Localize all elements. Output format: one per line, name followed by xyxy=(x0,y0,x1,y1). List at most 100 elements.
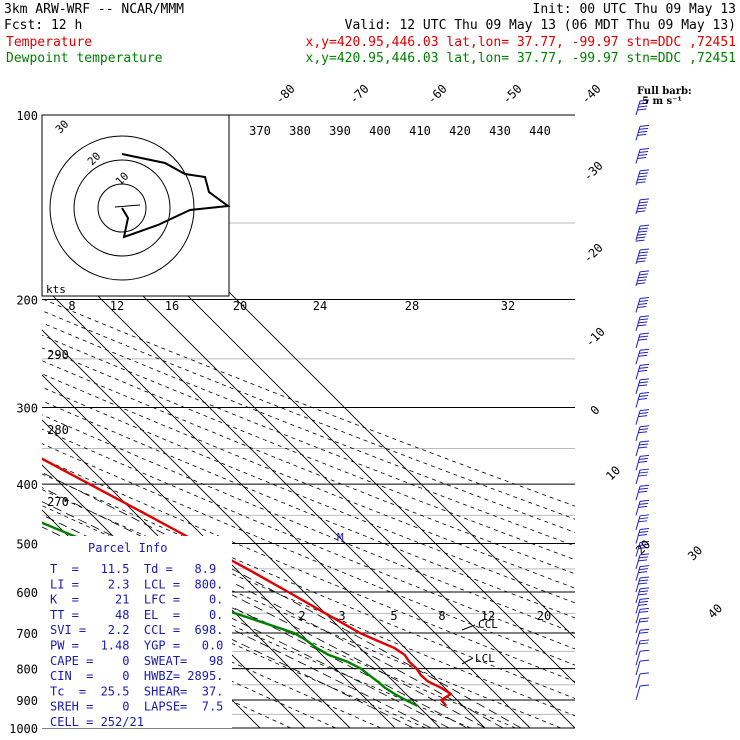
wind-barb xyxy=(635,468,650,485)
wind-barb-flag xyxy=(639,409,650,412)
wind-barb-staff xyxy=(635,441,641,457)
wind-barb-flag xyxy=(639,124,650,127)
hodograph-trace-2 xyxy=(123,205,229,238)
wind-barb-flag xyxy=(639,348,650,351)
wind-barb xyxy=(635,576,650,593)
wind-barb-flag xyxy=(639,487,649,490)
legend-temperature-info: x,y=420.95,446.03 lat,lon= 37.77, -99.97… xyxy=(306,35,736,50)
wind-barb xyxy=(635,124,650,141)
wind-barb-flag xyxy=(639,363,650,366)
legend-temperature: Temperature xyxy=(6,35,92,50)
wind-barb-staff xyxy=(635,149,641,164)
wind-barb-flag xyxy=(639,468,650,471)
wind-barb-flag xyxy=(638,105,648,108)
theta-label: 380 xyxy=(289,124,311,138)
wind-barb-staff xyxy=(635,529,641,544)
parcel-info-row: CELL = 252/21 xyxy=(50,715,144,729)
init-time: Init: 00 UTC Thu 09 May 13 xyxy=(533,2,737,17)
wind-barb-flag xyxy=(638,533,648,536)
theta-label: 440 xyxy=(529,124,551,138)
wind-barb-flag xyxy=(639,579,649,582)
hodograph-ring xyxy=(97,183,147,233)
dry-adiabat xyxy=(42,310,575,520)
dry-adiabat xyxy=(42,428,575,650)
wind-barb-flag xyxy=(638,431,648,434)
wind-barb-staff xyxy=(635,456,641,471)
wind-barb-staff xyxy=(635,469,641,485)
wind-barb-flag xyxy=(638,559,648,562)
parcel-info-row: TT = 48 EL = 0. xyxy=(50,608,223,622)
wind-barb-flag xyxy=(639,351,649,354)
mixing-ratio-label: 20 xyxy=(537,609,551,623)
wind-barb xyxy=(635,672,650,688)
mixing-ratio-label: 3 xyxy=(338,609,345,623)
wind-barb xyxy=(635,514,650,530)
wind-barb-flag xyxy=(639,366,649,369)
mixing-ratio-label: 12 xyxy=(481,609,495,623)
wind-barb xyxy=(635,639,650,656)
isotherm-label: -20 xyxy=(581,241,606,266)
lcl-tick xyxy=(461,657,474,665)
wind-barb-staff xyxy=(635,333,641,349)
pressure-tick-label: 600 xyxy=(16,586,38,600)
wind-barb-flag xyxy=(639,620,649,623)
wind-barb-flag xyxy=(638,415,648,418)
wind-barb-flag xyxy=(638,354,648,357)
wind-barb-staff xyxy=(635,618,641,634)
wind-barb-flag xyxy=(639,99,650,102)
speed-tick-label: 32 xyxy=(501,299,515,313)
isotherm-label: -80 xyxy=(273,82,298,107)
wind-barb-flag xyxy=(635,239,645,242)
speed-tick-label: 24 xyxy=(313,299,327,313)
wind-barbs xyxy=(635,99,650,701)
wind-barb-flag xyxy=(639,649,650,652)
isotherm-label: 10 xyxy=(603,463,623,483)
wind-barb-flag xyxy=(639,201,649,204)
wind-barb xyxy=(635,565,650,581)
isotherm-label: -60 xyxy=(425,82,450,107)
wind-barb-flag xyxy=(637,108,647,111)
wind-barb-flag xyxy=(639,148,650,151)
wind-barb-flag xyxy=(638,505,648,508)
wind-barb-flag xyxy=(639,543,649,546)
wind-barb-flag xyxy=(637,133,647,136)
wind-barb-flag xyxy=(639,300,649,303)
wind-barb-staff xyxy=(635,661,641,676)
wind-barb-flag xyxy=(639,318,649,321)
wind-barb-staff xyxy=(635,501,641,516)
speed-tick-label: 28 xyxy=(405,299,419,313)
temperature-line xyxy=(42,457,453,707)
pressure-tick-label: 100 xyxy=(16,109,38,123)
wind-barb-staff xyxy=(635,640,641,656)
wind-barb-flag xyxy=(639,471,649,474)
wind-barb-staff xyxy=(635,350,641,365)
dry-adiabat xyxy=(42,592,336,728)
pressure-tick-label: 400 xyxy=(16,478,38,492)
wind-barb-flag xyxy=(639,315,650,318)
wind-barb-flag xyxy=(639,425,650,428)
wind-barb-staff xyxy=(635,365,641,380)
wind-barb-flag xyxy=(639,642,649,645)
hodograph-ring xyxy=(49,135,195,281)
wind-barb-flag xyxy=(638,460,648,463)
wind-barb-flag xyxy=(638,321,648,324)
wind-barb-flag xyxy=(639,540,650,543)
wind-barb xyxy=(635,440,650,457)
wind-barb xyxy=(635,527,650,544)
wind-barb-flag xyxy=(638,384,648,387)
wind-barb-flag xyxy=(638,338,648,341)
dewpoint-line xyxy=(42,521,418,707)
wind-barb xyxy=(635,659,650,676)
wind-barb-flag xyxy=(639,251,649,254)
wind-barb-flag xyxy=(638,571,648,574)
wind-barb-flag xyxy=(638,603,648,606)
wind-barb-flag xyxy=(638,276,648,279)
wind-barb-flag xyxy=(639,628,650,631)
wind-barb-staff xyxy=(635,588,641,604)
wind-barb xyxy=(635,628,650,645)
wind-barb-flag xyxy=(639,169,650,172)
wind-barb-staff xyxy=(635,298,641,313)
mixing-ratio-label: 2 xyxy=(298,609,305,623)
wind-barb-flag xyxy=(638,520,648,523)
